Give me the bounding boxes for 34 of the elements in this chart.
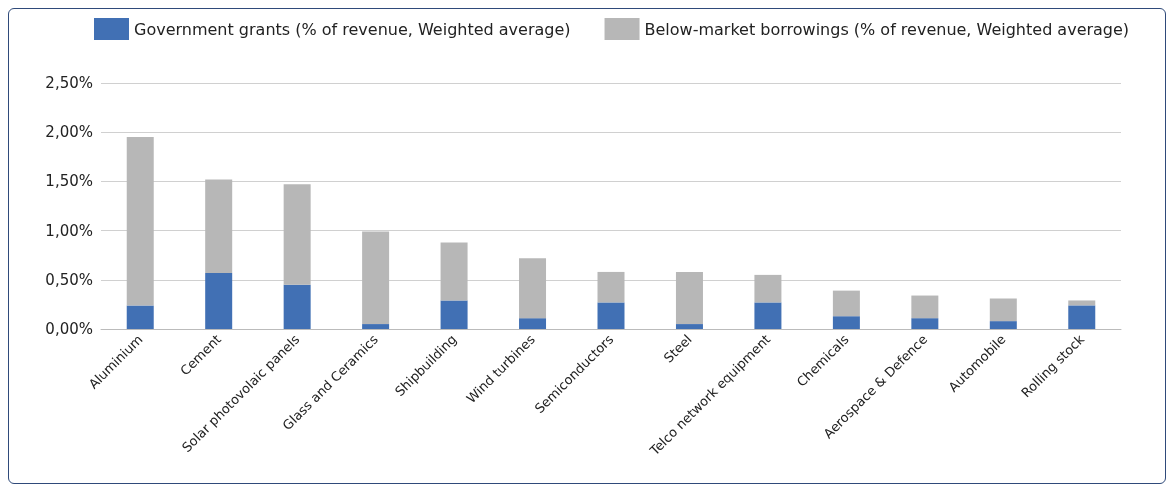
bar <box>597 302 625 329</box>
bar <box>675 324 703 329</box>
bar <box>1068 300 1096 306</box>
bar <box>911 318 939 329</box>
y-tick-label: 0,50% <box>45 270 93 289</box>
bar <box>597 271 625 303</box>
bar <box>283 184 311 285</box>
bar <box>440 242 468 301</box>
bar <box>362 324 390 329</box>
bar <box>362 231 390 325</box>
bar <box>754 274 782 303</box>
bar <box>519 258 547 319</box>
bar <box>126 137 154 306</box>
bar <box>754 302 782 329</box>
bar <box>519 318 547 329</box>
legend-label: Government grants (% of revenue, Weighted average) <box>134 19 571 39</box>
bar <box>989 298 1017 322</box>
y-tick-label: 2,00% <box>45 123 93 142</box>
legend-label: Below-market borrowings (% of revenue, Weighted average) <box>644 19 1130 39</box>
y-tick-label: 0,00% <box>45 320 93 338</box>
bar <box>832 316 860 329</box>
bar <box>832 290 860 317</box>
y-tick-label: 1,00% <box>45 221 93 240</box>
bar <box>989 321 1017 329</box>
bar <box>675 271 703 325</box>
bar <box>283 284 311 329</box>
bar <box>205 272 233 329</box>
bar <box>911 295 939 319</box>
bar <box>205 179 233 273</box>
y-tick-label: 1,50% <box>45 172 93 191</box>
bar <box>126 305 154 329</box>
bar <box>440 300 468 329</box>
y-tick-label: 2,50% <box>45 74 93 92</box>
bar <box>1068 305 1096 329</box>
